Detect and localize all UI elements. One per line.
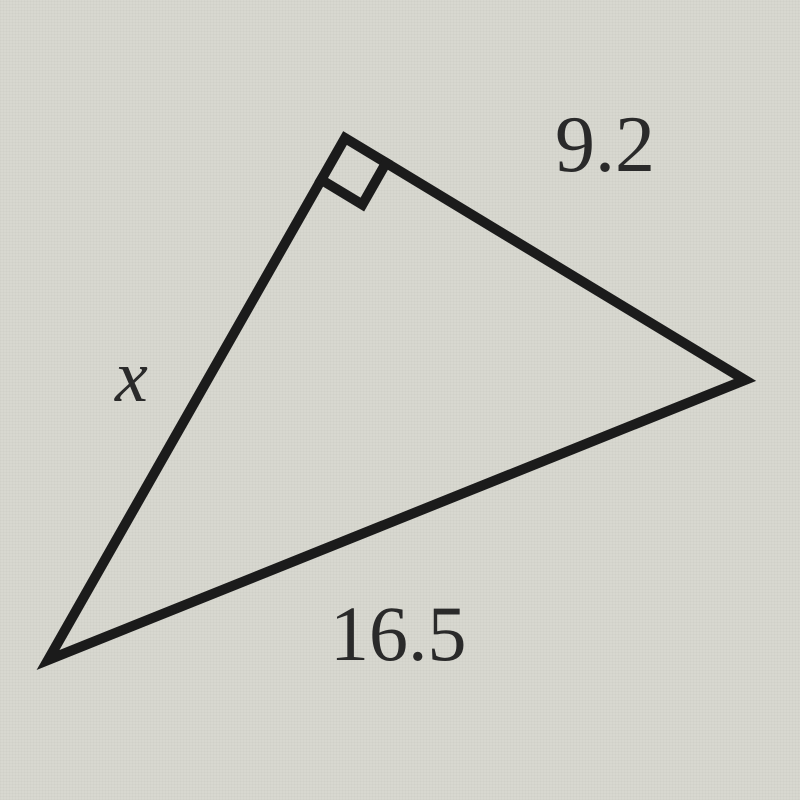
label-x: x bbox=[115, 340, 148, 414]
label-hypotenuse: 16.5 bbox=[330, 595, 467, 673]
right-triangle bbox=[48, 138, 745, 660]
label-right-leg: 9.2 bbox=[555, 105, 655, 185]
